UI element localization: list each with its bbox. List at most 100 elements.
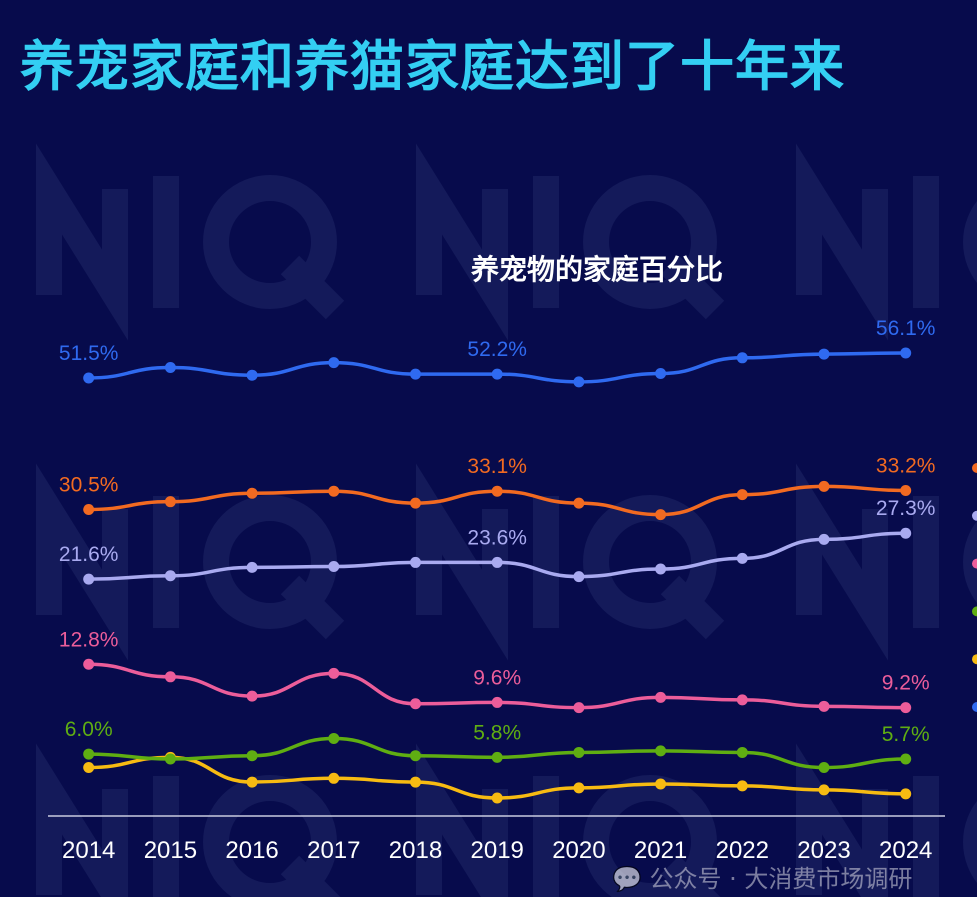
data-point — [491, 751, 503, 763]
data-point — [736, 552, 748, 564]
niq-letter-q — [963, 801, 977, 883]
data-point — [83, 748, 95, 760]
data-point — [655, 778, 667, 790]
data-point — [164, 362, 176, 374]
data-point — [410, 556, 421, 568]
wechat-icon: 💬 — [612, 865, 642, 893]
data-point — [818, 348, 830, 360]
data-label: 56.1% — [876, 317, 936, 340]
data-label: 23.6% — [467, 526, 527, 549]
niq-letter-i — [913, 776, 939, 897]
niq-letter-q-tail — [280, 575, 345, 640]
data-label: 9.2% — [882, 672, 930, 695]
data-point — [246, 776, 258, 788]
niq-letter-n — [796, 743, 888, 897]
data-point — [736, 694, 748, 706]
data-label: 33.2% — [876, 454, 936, 477]
x-tick-label: 2022 — [716, 837, 769, 864]
data-label: 30.5% — [59, 474, 119, 497]
data-label: 51.5% — [59, 342, 119, 365]
data-point — [655, 745, 667, 757]
data-point — [900, 753, 912, 765]
data-point — [491, 696, 503, 708]
niq-letter-n — [36, 143, 128, 341]
niq-letter-q — [203, 495, 337, 629]
data-point — [246, 369, 258, 381]
data-point — [164, 570, 176, 582]
niq-letter-q — [963, 201, 977, 283]
data-point — [573, 782, 585, 794]
data-point — [164, 671, 176, 683]
data-point — [246, 690, 258, 702]
data-label: 5.7% — [882, 723, 930, 746]
data-point — [83, 573, 95, 585]
data-label: 27.3% — [876, 497, 936, 520]
niq-letter-n — [36, 743, 128, 897]
data-point — [573, 376, 585, 388]
data-point — [573, 746, 585, 758]
niq-letter-i — [913, 496, 939, 628]
niq-letter-n — [416, 743, 508, 897]
data-point — [491, 368, 503, 380]
niq-letter-i — [153, 776, 179, 897]
x-tick-label: 2021 — [634, 837, 687, 864]
data-point — [573, 497, 585, 509]
data-point — [328, 772, 340, 784]
x-tick-label: 2015 — [144, 837, 197, 864]
data-point — [491, 485, 503, 497]
niq-watermark-pattern — [36, 143, 977, 897]
legend-marker — [972, 510, 977, 521]
niq-letter-q — [583, 175, 717, 309]
data-point — [736, 746, 748, 758]
data-point — [900, 702, 912, 714]
x-tick-label: 2024 — [879, 837, 932, 864]
legend-marker — [972, 606, 977, 617]
data-point — [573, 702, 585, 714]
niq-letter-q-tail — [280, 255, 345, 320]
data-point — [246, 487, 258, 499]
x-tick-label: 2018 — [389, 837, 442, 864]
niq-letter-n — [36, 463, 128, 661]
niq-letter-n — [416, 143, 508, 341]
data-point — [736, 489, 748, 501]
niq-logo-mark — [796, 743, 977, 897]
data-point — [491, 556, 503, 568]
data-point — [818, 533, 830, 545]
niq-logo-mark — [416, 143, 725, 341]
legend-marker — [972, 558, 977, 569]
data-point — [83, 762, 95, 774]
niq-letter-q — [203, 175, 337, 309]
data-point — [410, 368, 421, 380]
niq-logo-mark — [36, 463, 345, 661]
data-label: 33.1% — [467, 455, 527, 478]
data-point — [328, 485, 340, 497]
x-tick-label: 2017 — [307, 837, 360, 864]
data-label: 52.2% — [467, 338, 527, 361]
data-label: 5.8% — [473, 721, 521, 744]
data-point — [246, 750, 258, 762]
x-tick-label: 2023 — [797, 837, 850, 864]
legend-marker — [972, 463, 977, 473]
niq-letter-q-tail — [660, 575, 725, 640]
x-tick-label: 2019 — [471, 837, 524, 864]
niq-letter-q — [203, 775, 337, 897]
niq-logo-mark — [416, 743, 721, 897]
data-point — [83, 504, 95, 516]
data-point — [164, 496, 176, 508]
chart-title: 养宠物的家庭百分比 — [470, 253, 723, 286]
data-point — [900, 788, 912, 800]
data-point — [410, 776, 421, 788]
series-line — [88, 662, 906, 710]
data-point — [410, 497, 421, 509]
niq-letter-i — [913, 176, 939, 308]
niq-letter-i — [153, 176, 179, 308]
data-label: 6.0% — [65, 718, 113, 741]
data-point — [655, 368, 667, 380]
data-point — [83, 658, 95, 670]
x-tick-label: 2014 — [62, 837, 115, 864]
data-point — [900, 484, 912, 496]
niq-logo-mark — [36, 743, 341, 897]
x-tick-label: 2016 — [225, 837, 278, 864]
data-point — [246, 561, 258, 573]
